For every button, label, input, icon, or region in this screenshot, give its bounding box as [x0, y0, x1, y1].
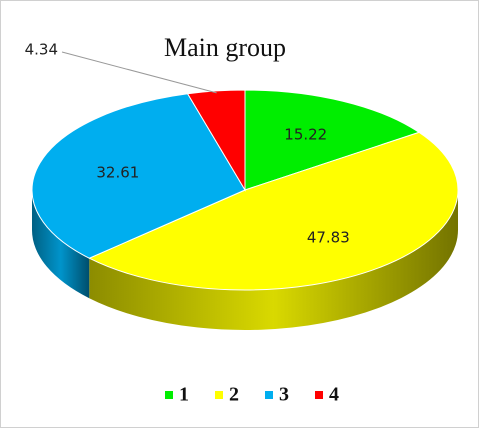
legend-label: 2	[229, 384, 239, 406]
legend-swatch	[315, 391, 323, 399]
pie-slice	[31, 93, 246, 259]
legend-label: 4	[329, 384, 339, 406]
pie-side	[89, 190, 459, 331]
pie-slice	[88, 131, 459, 291]
legend-swatch	[165, 391, 173, 399]
legend-label: 3	[279, 384, 289, 406]
data-label: 15.22	[284, 125, 327, 143]
data-label: 4.34	[25, 41, 58, 59]
legend-swatch	[265, 391, 273, 399]
leader-line	[61, 51, 217, 94]
legend-label: 1	[179, 384, 189, 406]
pie-side	[31, 190, 90, 299]
chart-title: Main group	[164, 33, 286, 62]
pie-slice	[244, 89, 421, 191]
legend-swatch	[215, 391, 223, 399]
data-label: 47.83	[307, 229, 350, 247]
pie-slice	[186, 89, 246, 192]
data-label: 32.61	[96, 164, 139, 182]
